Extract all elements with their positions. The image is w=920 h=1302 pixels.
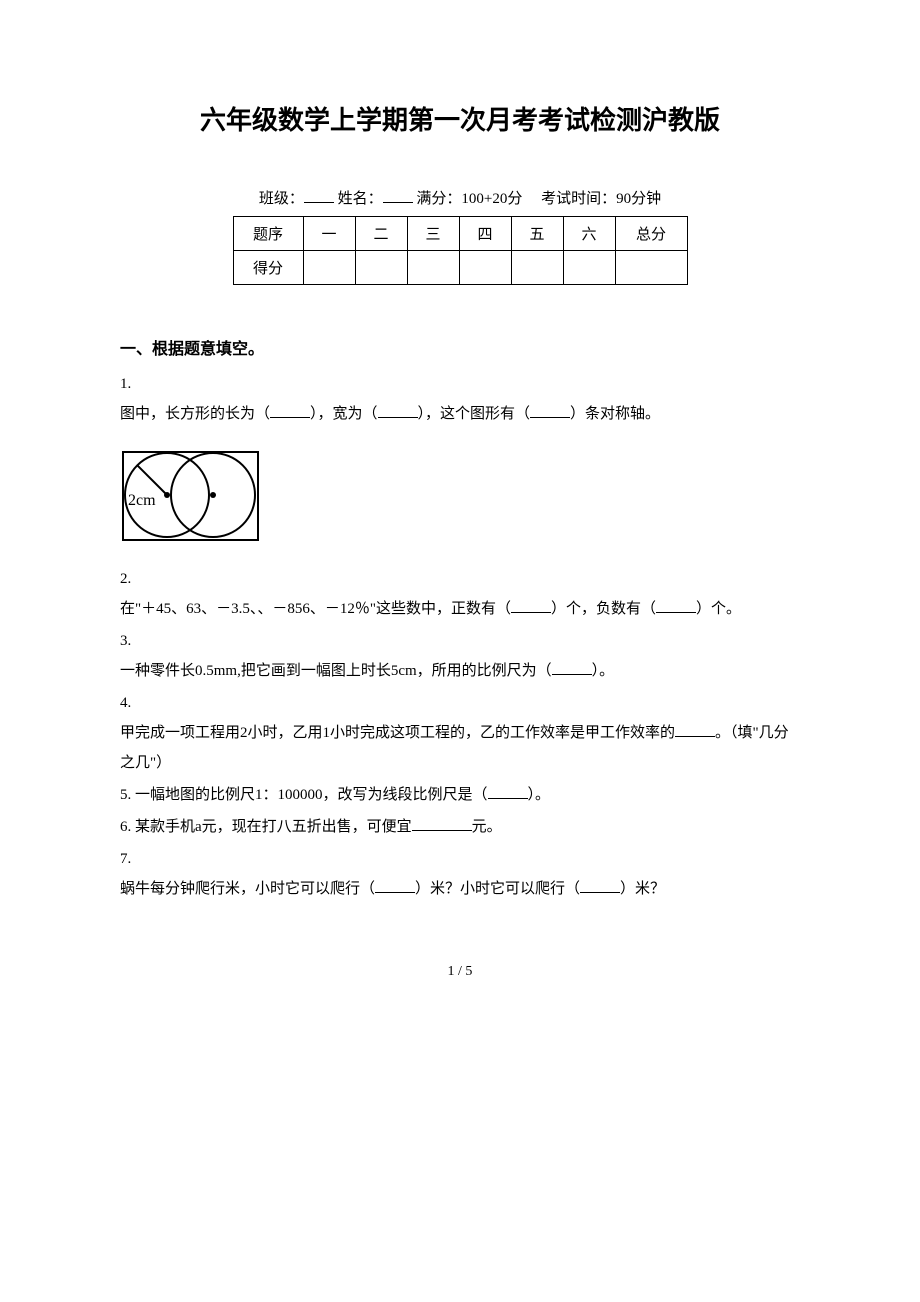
exam-info: 班级： 姓名： 满分：100+20分 考试时间：90分钟 [120,187,800,208]
name-label: 姓名： [338,191,383,207]
q5-part1: 一幅地图的比例尺1：100000，改写为线段比例尺是（ [131,787,487,803]
col-header: 总分 [615,217,687,251]
score-value: 100+20分 [461,191,522,207]
blank [552,660,592,675]
q4-part1: 甲完成一项工程用2小时，乙用1小时完成这项工程的，乙的工作效率是甲工作效率的 [120,725,675,741]
col-header: 二 [355,217,407,251]
q7-text: 蜗牛每分钟爬行米，小时它可以爬行（ ）米？小时它可以爬行（ ）米？ [120,874,800,904]
q1-part2: ），宽为（ [310,406,378,422]
q2-part2: ）个，负数有（ [551,601,656,617]
blank [270,403,310,418]
q6-part2: 元。 [472,819,502,835]
q1-text: 图中，长方形的长为（ ），宽为（ ），这个图形有（ ）条对称轴。 [120,399,800,429]
blank [511,598,551,613]
q3-part1: 一种零件长0.5mm,把它画到一幅图上时长5cm，所用的比例尺为（ [120,663,552,679]
row-label-1: 题序 [233,217,303,251]
q5-part2: ）。 [528,787,551,803]
q2-part1: 在"＋45、63、－3.5、、－856、－12％"这些数中，正数有（ [120,601,511,617]
q5-num: 5. [120,787,131,803]
q6-part1: 某款手机a元，现在打八五折出售，可便宜 [131,819,411,835]
circles-rectangle-icon: 2cm [120,449,265,544]
blank [378,403,418,418]
blank [488,784,528,799]
blank [375,878,415,893]
q7-part1: 蜗牛每分钟爬行米，小时它可以爬行（ [120,881,375,897]
cell [303,251,355,285]
q3-text: 一种零件长0.5mm,把它画到一幅图上时长5cm，所用的比例尺为（ ）。 [120,656,800,686]
blank [530,403,570,418]
page-footer: 1 / 5 [120,964,800,980]
cell [407,251,459,285]
q1-part4: ）条对称轴。 [570,406,660,422]
q4-num: 4. [120,688,800,718]
q4-text: 甲完成一项工程用2小时，乙用1小时完成这项工程的，乙的工作效率是甲工作效率的。（… [120,718,800,778]
time-label: 考试时间： [541,191,616,207]
cell [615,251,687,285]
diagram-label: 2cm [128,492,156,509]
q1-part1: 图中，长方形的长为（ [120,406,270,422]
q5-text: 5. 一幅地图的比例尺1：100000，改写为线段比例尺是（ ）。 [120,780,800,810]
q1-diagram: 2cm [120,449,800,549]
q7-num: 7. [120,844,800,874]
cell [355,251,407,285]
page-title: 六年级数学上学期第一次月考考试检测沪教版 [120,100,800,137]
col-header: 一 [303,217,355,251]
blank [580,878,620,893]
q6-text: 6. 某款手机a元，现在打八五折出售，可便宜 元。 [120,812,800,842]
q1-part3: ），这个图形有（ [418,406,531,422]
table-row: 题序 一 二 三 四 五 六 总分 [233,217,687,251]
cell [563,251,615,285]
q2-text: 在"＋45、63、－3.5、、－856、－12％"这些数中，正数有（ ）个，负数有… [120,594,800,624]
col-header: 五 [511,217,563,251]
cell [511,251,563,285]
section-1-header: 一、根据题意填空。 [120,335,800,359]
q1-num: 1. [120,369,800,399]
q3-part2: ）。 [592,663,615,679]
blank [412,816,472,831]
q7-part3: ）米？ [620,881,665,897]
name-blank [383,188,413,203]
q3-num: 3. [120,626,800,656]
time-value: 90分钟 [616,191,661,207]
q7-part2: ）米？小时它可以爬行（ [415,881,580,897]
cell [459,251,511,285]
radius-line [137,465,167,495]
q2-part3: ）个。 [696,601,741,617]
col-header: 六 [563,217,615,251]
score-table: 题序 一 二 三 四 五 六 总分 得分 [233,216,688,285]
q2-num: 2. [120,564,800,594]
score-label: 满分： [416,191,461,207]
blank [656,598,696,613]
center-dot-2 [210,492,216,498]
row-label-2: 得分 [233,251,303,285]
col-header: 三 [407,217,459,251]
table-row: 得分 [233,251,687,285]
class-blank [304,188,334,203]
q6-num: 6. [120,819,131,835]
center-dot-1 [164,492,170,498]
col-header: 四 [459,217,511,251]
class-label: 班级： [259,191,304,207]
blank [675,722,715,737]
